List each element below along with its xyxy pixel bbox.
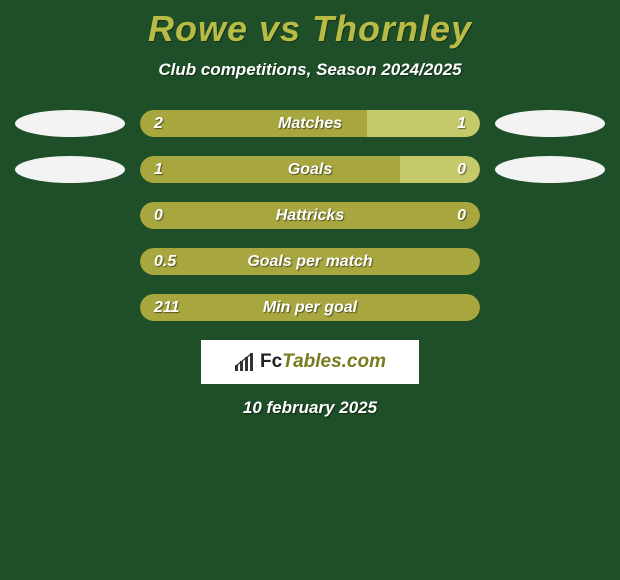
stat-bar: 21Matches (140, 110, 480, 137)
stats-rows: 21Matches10Goals00Hattricks0.5Goals per … (0, 110, 620, 321)
stat-row: 211Min per goal (0, 294, 620, 321)
stat-value-left: 0.5 (154, 248, 176, 275)
right-ellipse (495, 110, 605, 137)
stat-value-right: 1 (457, 110, 466, 137)
stat-value-left: 211 (154, 294, 180, 321)
logo-text: FcTables.com (234, 351, 386, 373)
chart-icon (234, 353, 256, 371)
right-ellipse (495, 156, 605, 183)
stat-value-right: 0 (457, 202, 466, 229)
bar-left-fill (140, 202, 480, 229)
stat-bar: 10Goals (140, 156, 480, 183)
left-ellipse (15, 110, 125, 137)
page-title: Rowe vs Thornley (0, 8, 620, 50)
logo-suffix: Tables.com (282, 351, 386, 372)
stat-row: 0.5Goals per match (0, 248, 620, 275)
stat-row: 00Hattricks (0, 202, 620, 229)
left-ellipse (15, 156, 125, 183)
stat-bar: 0.5Goals per match (140, 248, 480, 275)
stat-value-left: 0 (154, 202, 163, 229)
stat-value-left: 1 (154, 156, 163, 183)
bar-left-fill (140, 248, 480, 275)
stat-bar: 211Min per goal (140, 294, 480, 321)
logo-box[interactable]: FcTables.com (201, 340, 419, 384)
date-text: 10 february 2025 (0, 398, 620, 418)
stat-bar: 00Hattricks (140, 202, 480, 229)
subtitle: Club competitions, Season 2024/2025 (0, 60, 620, 80)
bar-left-fill (140, 110, 367, 137)
comparison-container: Rowe vs Thornley Club competitions, Seas… (0, 0, 620, 580)
stat-value-right: 0 (457, 156, 466, 183)
logo-prefix: Fc (260, 351, 282, 372)
stat-row: 10Goals (0, 156, 620, 183)
bar-left-fill (140, 156, 400, 183)
bar-left-fill (140, 294, 480, 321)
stat-row: 21Matches (0, 110, 620, 137)
bar-right-fill (400, 156, 480, 183)
stat-value-left: 2 (154, 110, 163, 137)
